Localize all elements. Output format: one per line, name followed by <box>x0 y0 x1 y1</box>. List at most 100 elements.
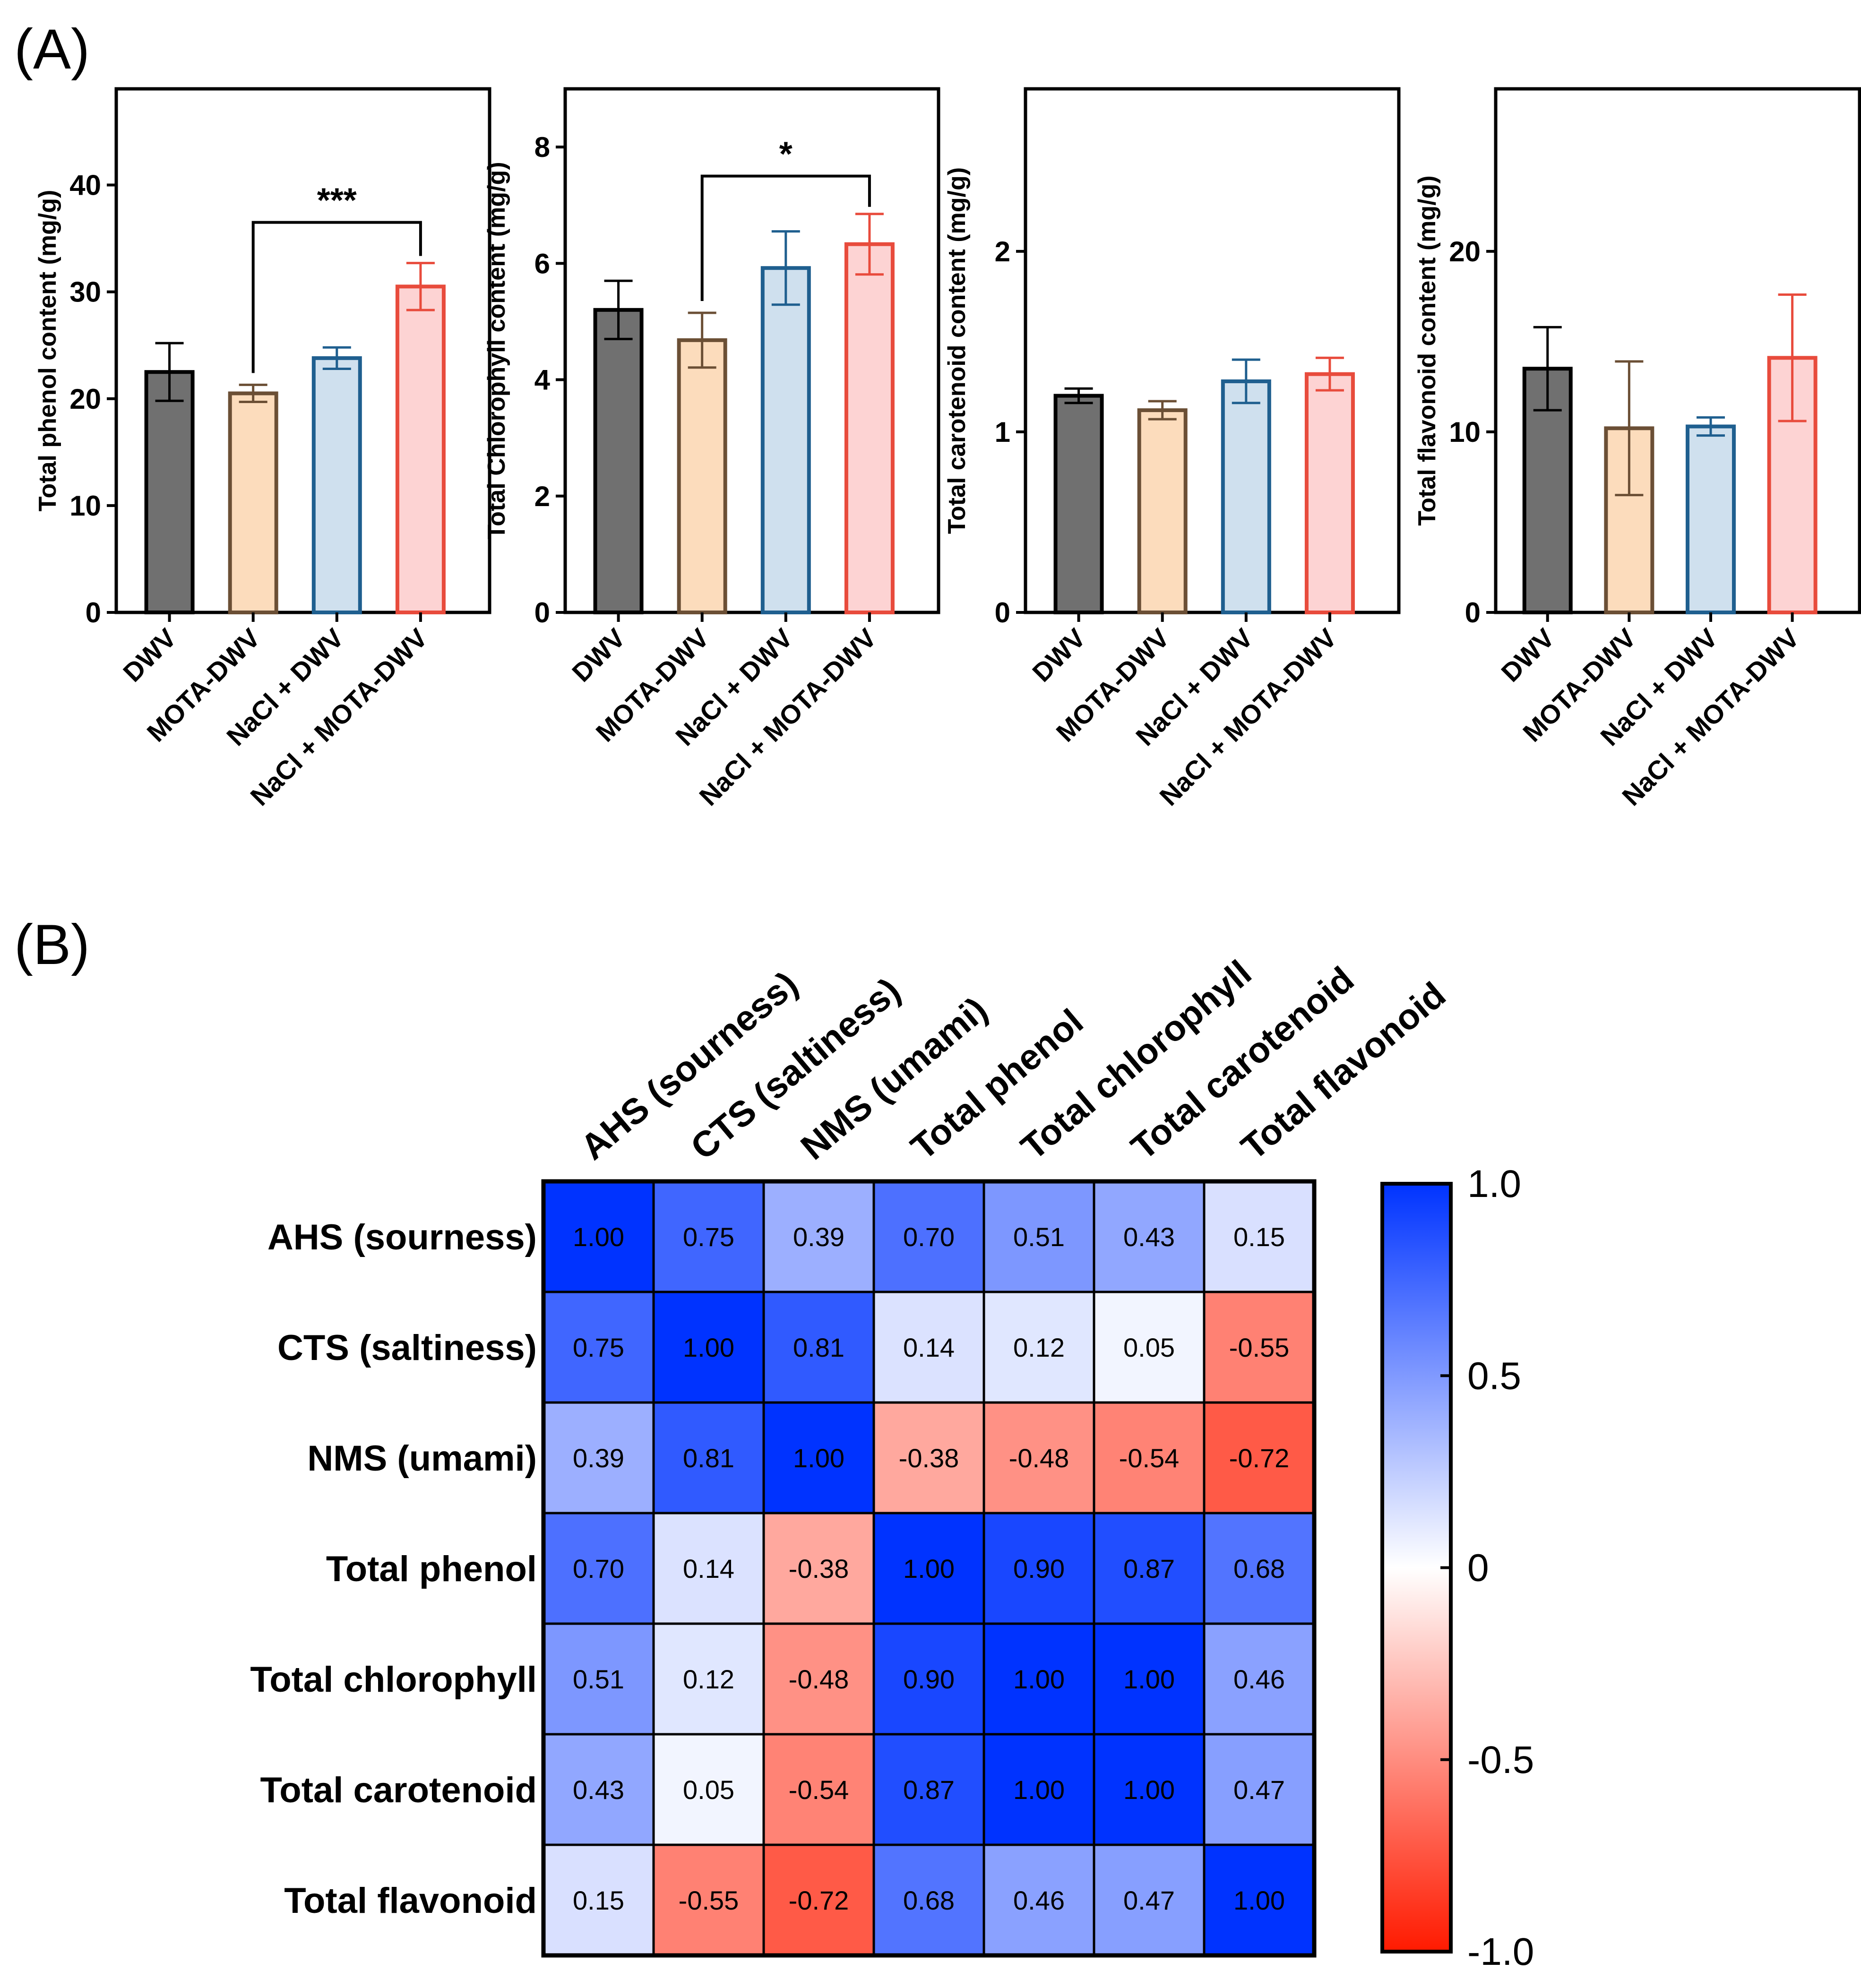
heatmap-value: 1.00 <box>1013 1664 1065 1694</box>
heatmap-value: 0.87 <box>903 1775 955 1805</box>
heatmap-value: 0.90 <box>1013 1554 1065 1584</box>
bar-2 <box>228 391 278 614</box>
heatmap-value: 0.12 <box>683 1664 734 1694</box>
y-tick-label: 1 <box>995 416 1010 448</box>
heatmap-value: 0.68 <box>1233 1554 1285 1584</box>
heatmap-cell <box>1093 1401 1206 1515</box>
heatmap-cell <box>1203 1843 1316 1957</box>
bar-4 <box>395 284 446 614</box>
heatmap-value: -0.54 <box>1119 1443 1180 1473</box>
heatmap-cell <box>872 1512 985 1625</box>
bar-3 <box>1221 379 1271 614</box>
heatmap-cell <box>652 1180 765 1293</box>
row-label: Total flavonoid <box>284 1881 537 1921</box>
colorbar-tick-label: 1.0 <box>1467 1162 1521 1205</box>
bar-3 <box>311 356 362 614</box>
heatmap-value: 0.47 <box>1233 1775 1285 1805</box>
colorbar-tick-label: 0.5 <box>1467 1354 1521 1397</box>
heatmap-value: -0.48 <box>789 1664 849 1694</box>
y-axis-label: Total phenol content (mg/g) <box>34 190 61 512</box>
heatmap-value: 0.15 <box>573 1885 624 1915</box>
bar-3 <box>1685 424 1736 615</box>
y-tick-label: 40 <box>69 170 101 201</box>
heatmap-cell <box>982 1512 1095 1625</box>
heatmap-value: -0.48 <box>1009 1443 1069 1473</box>
heatmap-value: 1.00 <box>1123 1664 1175 1694</box>
heatmap-value: 0.47 <box>1123 1885 1175 1915</box>
heatmap-value: 0.05 <box>683 1775 734 1805</box>
heatmap-value: 1.00 <box>683 1333 734 1362</box>
bar-1 <box>144 370 195 614</box>
heatmap-cell <box>1093 1843 1206 1957</box>
heatmap-cell <box>542 1733 655 1846</box>
heatmap-cell <box>542 1401 655 1515</box>
heatmap-value: 0.90 <box>903 1664 955 1694</box>
correlation-heatmap: 1.00 0.75 0.39 0.70 0.51 0.43 0.150.75 1.00 0.81… <box>250 953 1534 1973</box>
heatmap-cell <box>982 1622 1095 1736</box>
category-label: DWV <box>1026 623 1091 688</box>
heatmap-value: 0.39 <box>573 1443 624 1473</box>
bar-4 <box>1304 372 1355 614</box>
heatmap-value: -0.72 <box>1229 1443 1290 1473</box>
heatmap-value: 1.00 <box>793 1443 844 1473</box>
row-label: CTS (saltiness) <box>277 1328 537 1368</box>
significance-label: *** <box>317 182 357 220</box>
heatmap-cell <box>1093 1291 1206 1404</box>
y-axis-label: Total carotenoid content (mg/g) <box>943 167 971 534</box>
heatmap-value: 0.87 <box>1123 1554 1175 1584</box>
heatmap-value: 1.00 <box>1013 1775 1065 1805</box>
y-tick-label: 2 <box>534 481 550 512</box>
panel-b-label: (B) <box>14 913 90 976</box>
heatmap-value: -0.55 <box>1229 1333 1290 1362</box>
heatmap-value: 0.14 <box>683 1554 734 1584</box>
y-tick-label: 2 <box>995 236 1010 267</box>
heatmap-value: 0.15 <box>1233 1222 1285 1252</box>
y-axis-label: Total flavonoid content (mg/g) <box>1413 175 1441 525</box>
heatmap-value: 0.39 <box>793 1222 844 1252</box>
heatmap-cell <box>762 1291 875 1404</box>
heatmap-value: 0.51 <box>1013 1222 1065 1252</box>
heatmap-cell <box>762 1401 875 1515</box>
significance-label: * <box>779 136 793 173</box>
heatmap-cell <box>652 1512 765 1625</box>
heatmap-value: 1.00 <box>1233 1885 1285 1915</box>
heatmap-value: -0.38 <box>789 1554 849 1584</box>
plot-frame <box>563 87 940 614</box>
heatmap-value: 0.43 <box>573 1775 624 1805</box>
y-tick-label: 0 <box>1465 597 1481 628</box>
heatmap-value: -0.54 <box>789 1775 849 1805</box>
heatmap-cell <box>652 1622 765 1736</box>
colorbar-tick-label: 0 <box>1467 1547 1489 1590</box>
y-tick-label: 6 <box>534 248 550 279</box>
bar-chart-2: 0 2 4 6 8 Total Chlorophyll content (mg/g) DWV… <box>483 87 940 811</box>
bar-1 <box>1053 394 1104 614</box>
bar-1 <box>593 308 644 614</box>
heatmap-cell <box>982 1843 1095 1957</box>
y-tick-label: 20 <box>69 383 101 415</box>
significance-bracket <box>700 174 871 301</box>
heatmap-cell <box>1093 1622 1206 1736</box>
heatmap-cell <box>652 1291 765 1404</box>
y-tick-label: 20 <box>1449 236 1481 267</box>
plot-frame <box>114 87 491 614</box>
heatmap-value: 0.75 <box>683 1222 734 1252</box>
heatmap-cell <box>652 1733 765 1846</box>
column-label: NMS (umami) <box>793 990 995 1168</box>
category-label: DWV <box>566 623 631 688</box>
row-label: Total chlorophyll <box>250 1660 537 1700</box>
colorbar <box>1380 1182 1453 1954</box>
y-tick-label: 0 <box>995 597 1010 628</box>
row-label: NMS (umami) <box>307 1438 537 1479</box>
heatmap-cell <box>762 1512 875 1625</box>
plot-frame <box>1024 87 1401 614</box>
heatmap-value: 0.51 <box>573 1664 624 1694</box>
y-tick-label: 10 <box>69 490 101 522</box>
category-label: DWV <box>117 623 182 688</box>
category-label: DWV <box>1495 623 1560 688</box>
heatmap-cell <box>982 1733 1095 1846</box>
heatmap-cell <box>1203 1622 1316 1736</box>
